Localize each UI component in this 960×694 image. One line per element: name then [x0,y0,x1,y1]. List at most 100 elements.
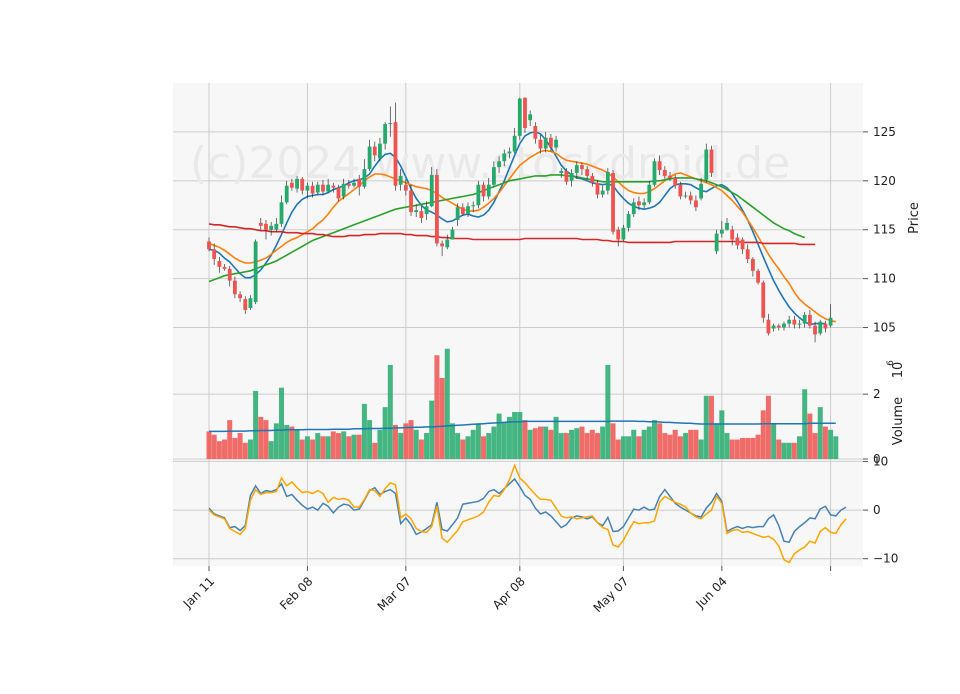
candle-body [367,146,372,170]
volume-bar [579,426,585,459]
volume-bar [253,390,259,459]
candle-body [699,183,703,199]
volume-axis-label: Volume [891,397,906,445]
volume-bar [828,429,834,459]
volume-bar [434,355,440,459]
candle-body [548,137,553,148]
candle-body [274,223,279,230]
candle-body [264,223,268,230]
volume-bar [501,421,507,459]
candle-body [378,143,382,159]
candle-body [352,182,356,186]
candle-body [362,169,367,187]
volume-bar [636,436,642,459]
oscillator-tick-label: −10 [873,552,898,566]
candle-body [341,183,346,197]
candle-body [481,184,486,197]
candle-body [756,270,760,283]
volume-bar [807,413,813,459]
volume-bar [408,420,414,459]
candle-body [305,185,310,191]
candle-body [331,185,336,188]
candle-body [424,206,429,215]
candle-body [315,184,320,193]
candle-body [704,149,709,180]
volume-scale-label: 10 [891,362,906,379]
volume-bar [538,426,544,459]
oscillator-line [208,463,847,564]
volume-bar [486,433,492,459]
volume-bar [325,436,331,459]
candle-body [523,97,527,128]
x-tick-label: Feb 08 [277,574,315,612]
candle-body [289,182,294,188]
volume-bar [615,439,621,459]
candle-body [212,249,217,260]
candle-body [761,282,766,318]
candle-body [233,280,237,295]
candle-body [346,183,351,186]
candle-body [782,323,786,328]
volume-bar [418,439,424,459]
candle-body [326,184,331,192]
candle-body [580,165,584,170]
candle-body [310,185,315,194]
candle-body [683,195,688,197]
price-tick-label: 120 [873,174,896,188]
volume-bar [605,364,611,459]
volume-bar [387,364,393,459]
candle-body [507,151,512,154]
candle-body [543,137,548,149]
candle-body [222,266,227,269]
volume-bar [315,433,321,459]
candle-body [688,195,693,201]
volume-bar [672,429,678,459]
volume-bar [481,436,487,459]
watermark: (c)2024 www.stockdroid.de [190,138,790,189]
candle-body [419,211,424,218]
volume-bar [620,436,626,459]
volume-bar [589,429,595,459]
volume-bar [745,437,751,459]
candle-body [766,319,771,334]
volume-bar [216,441,222,459]
volume-bar [688,429,694,459]
candle-body [538,139,543,149]
volume-bar [683,433,689,459]
candle-body [792,319,797,325]
x-tick-label: May 07 [591,574,632,615]
volume-bar [258,416,264,459]
volume-bar [631,429,637,459]
candle-body [709,149,714,173]
volume-bar [708,395,714,459]
volume-bar [703,395,709,459]
x-tick-label: Apr 08 [490,574,528,612]
volume-bar [392,424,398,459]
moving-average-line [208,174,805,283]
price-tick-label: 110 [873,272,896,286]
volume-bar [242,442,248,459]
candle-body [574,165,579,173]
volume-bar [232,437,238,459]
candle-body [642,202,647,206]
volume-bar [351,434,357,459]
candle-body [207,241,211,250]
candle-body [383,124,388,144]
volume-bar [304,436,310,459]
volume-bar [512,411,518,459]
candle-body [813,325,817,335]
candle-body [300,178,305,191]
candle-body [533,126,538,139]
candle-body [569,172,574,181]
volume-bar [646,426,652,459]
volume-bar [600,426,606,459]
volume-bar [548,429,554,459]
volume-bar [367,420,373,459]
volume-bar [206,431,212,459]
candle-body [440,243,444,247]
volume-bar [781,442,787,459]
volume-bar [760,410,766,459]
volume-bar [662,433,668,459]
volume-bar [532,428,538,459]
volume-bar [833,436,839,459]
